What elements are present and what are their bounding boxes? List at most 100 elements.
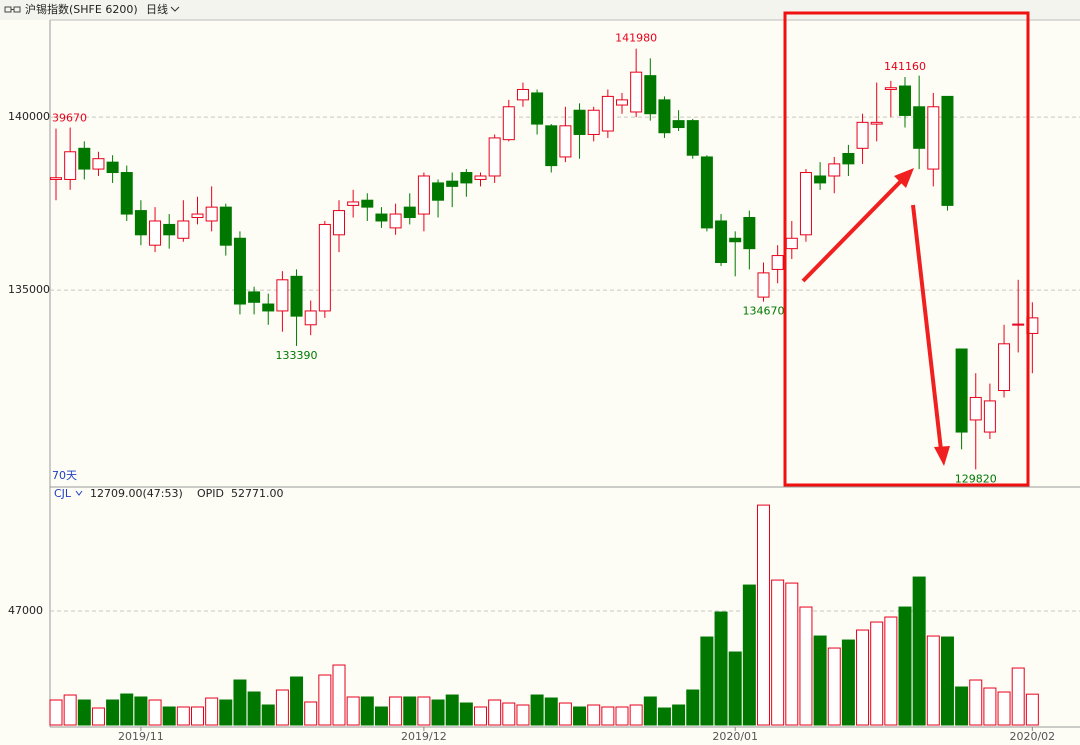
volume-bar: [332, 664, 346, 726]
candle-body: [955, 348, 968, 433]
extreme-label: 39670: [52, 112, 87, 125]
candle-body: [814, 175, 827, 184]
candle-body: [177, 220, 190, 239]
volume-bar: [969, 679, 983, 726]
volume-bar: [771, 579, 785, 726]
candle-body: [870, 121, 883, 125]
candle-body: [757, 272, 770, 298]
candle-body: [163, 223, 176, 236]
volume-bar: [884, 616, 898, 726]
indicator-value: 12709.00(47:53): [90, 487, 183, 500]
volume-bar: [502, 702, 516, 726]
volume-bar: [389, 696, 403, 726]
candle-body: [432, 182, 445, 201]
volume-bar: [191, 706, 204, 726]
volume-bar: [573, 706, 587, 726]
candle-body: [531, 92, 544, 125]
volume-bar: [686, 689, 700, 726]
volume-bar: [926, 635, 940, 726]
extreme-label: 141160: [884, 60, 926, 73]
candle-body: [417, 175, 430, 215]
volume-bar: [700, 636, 714, 726]
volume-bar: [205, 697, 219, 726]
volume-bar: [544, 697, 558, 726]
y-tick-label: 140000: [8, 110, 50, 123]
candle-body: [672, 120, 685, 129]
candle-body: [460, 172, 473, 184]
volume-bar: [162, 706, 176, 726]
volume-bar: [516, 704, 530, 726]
volume-bar: [1011, 667, 1025, 726]
x-tick-label: 2020/02: [1009, 730, 1055, 743]
candle-body: [389, 213, 402, 229]
volume-bar: [870, 621, 884, 726]
candle-body: [743, 217, 756, 250]
candle-body: [205, 206, 218, 222]
extreme-label: 129820: [955, 472, 997, 485]
volume-bar: [799, 606, 813, 726]
candle-body: [233, 237, 246, 305]
candle-body: [361, 199, 374, 208]
volume-bar: [219, 699, 233, 726]
candle-body: [1012, 323, 1025, 326]
volume-bar: [827, 647, 841, 726]
volume-bar: [601, 706, 615, 726]
candle-body: [516, 88, 529, 101]
candle-body: [601, 95, 614, 132]
candle-body: [488, 137, 501, 177]
candle-body: [559, 125, 572, 158]
volume-bar: [856, 629, 870, 726]
volume-bar: [403, 696, 417, 726]
volume-bar: [757, 504, 770, 726]
volume-bar: [643, 696, 657, 726]
volume-bar: [346, 696, 360, 726]
volume-bar: [629, 704, 643, 726]
volume-bar: [558, 702, 572, 726]
volume-bar: [672, 704, 686, 726]
candle-body: [715, 220, 728, 263]
candle-body: [785, 237, 798, 250]
candle-body: [276, 279, 289, 312]
x-tick-label: 2020/01: [712, 730, 758, 743]
volume-bar: [134, 696, 148, 726]
candle-body: [219, 206, 232, 246]
extreme-label: 134670: [743, 305, 785, 318]
candle-body: [92, 158, 105, 170]
indicator-name[interactable]: CJL: [54, 487, 72, 500]
volume-bar: [106, 699, 120, 726]
candle-body: [262, 303, 275, 312]
candle-body: [191, 213, 204, 219]
volume-bar: [615, 706, 629, 726]
candle-body: [106, 161, 119, 174]
candle-body: [78, 147, 91, 170]
arrow-up: [801, 168, 914, 283]
window-label: 70天: [52, 469, 77, 482]
volume-bar: [318, 674, 332, 726]
opid-value: 52771.00: [231, 487, 284, 500]
volume-bar: [445, 694, 459, 726]
candle-body: [913, 106, 926, 149]
volume-bar: [728, 651, 742, 726]
candle-body: [304, 310, 317, 326]
candle-body: [120, 172, 133, 215]
candle-body: [686, 120, 699, 156]
volume-bar: [530, 694, 544, 726]
y-tick-label: 47000: [8, 604, 43, 617]
volume-bar: [91, 707, 105, 726]
candle-body: [658, 99, 671, 134]
candle-body: [248, 291, 261, 303]
candle-body: [545, 125, 558, 167]
extreme-label: 133390: [276, 349, 318, 362]
candle-body: [587, 109, 600, 135]
period[interactable]: 日线: [146, 2, 168, 16]
volume-bar: [898, 606, 912, 726]
indicator-chevron[interactable]: [75, 490, 83, 496]
period-chevron[interactable]: [170, 6, 180, 12]
volume-bar: [233, 679, 247, 726]
volume-bar: [176, 706, 190, 726]
candle-body: [700, 156, 713, 229]
volume-bar: [785, 582, 799, 726]
candle-body: [573, 109, 586, 135]
candle-body: [502, 106, 515, 141]
candle-body: [50, 177, 62, 180]
